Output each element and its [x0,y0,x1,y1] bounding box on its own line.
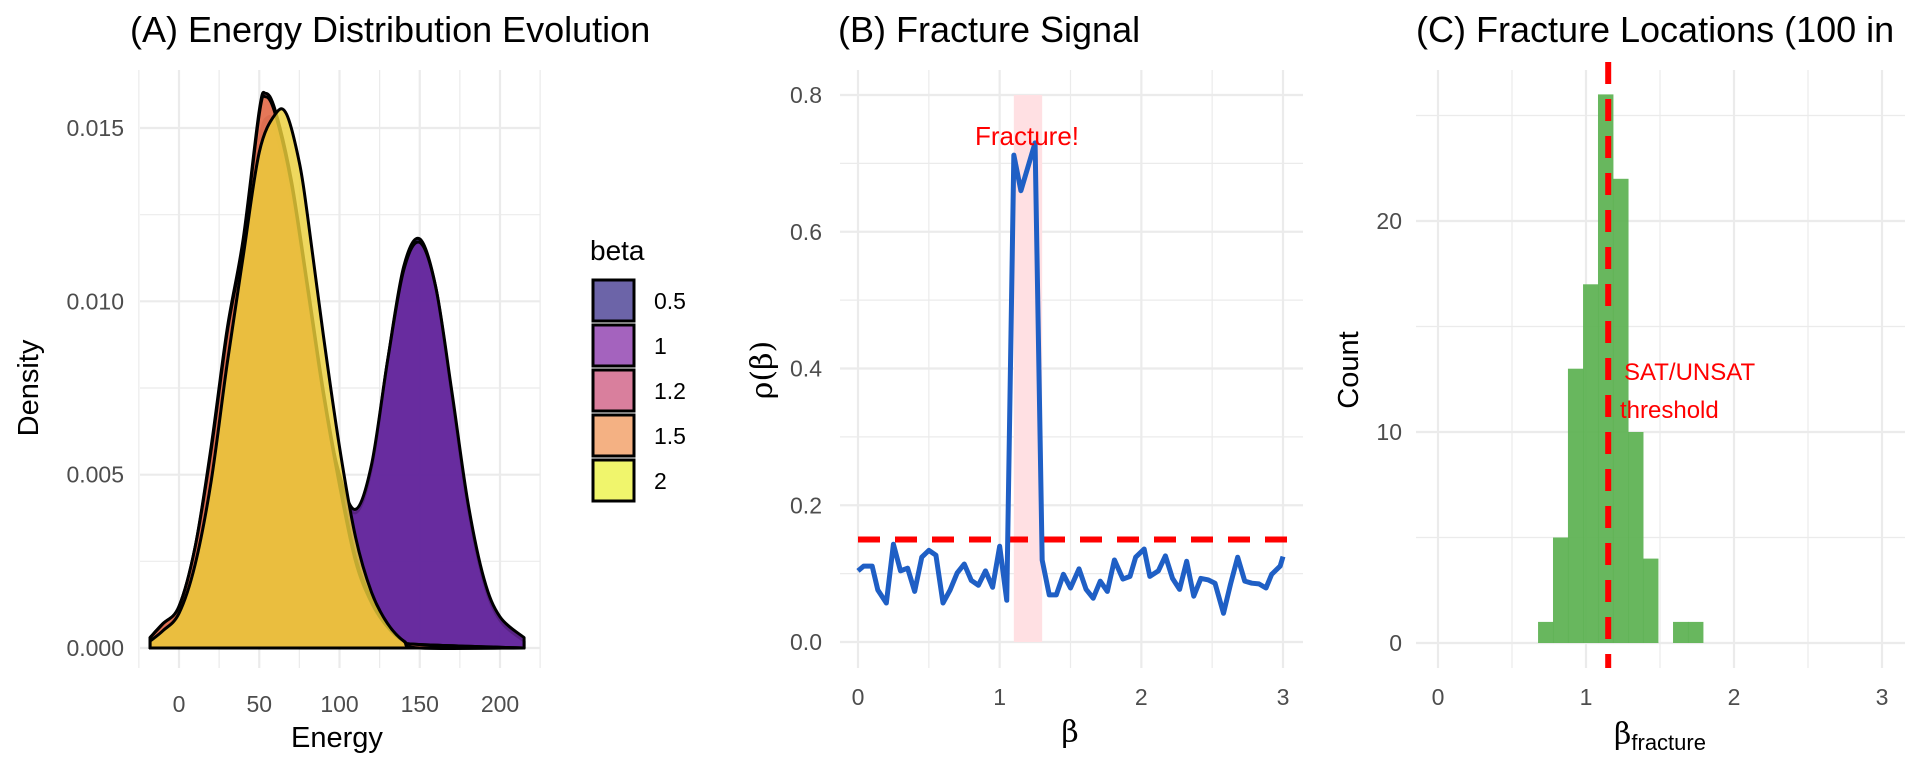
x-tick-label: 150 [401,691,439,717]
threshold-annotation-line1: SAT/UNSAT [1624,359,1755,386]
y-tick-label: 10 [1376,419,1402,445]
panel-b-x-label: β [1061,715,1078,750]
x-tick-label: 0 [852,684,865,710]
panel-b: (B) Fracture Signal Fracture! 0.00.20.40… [745,9,1303,750]
legend-label: 1 [654,333,667,359]
x-tick-label: 3 [1876,684,1889,710]
legend-label: 1.2 [654,378,686,404]
legend-title: beta [590,235,645,266]
histogram-bar [1567,368,1584,643]
panel-c: (C) Fracture Locations (100 in SAT/UNSAT… [1333,9,1905,755]
fracture-signal-line [856,140,1286,616]
panel-b-title: (B) Fracture Signal [838,9,1140,50]
y-tick-label: 0.0 [790,629,822,655]
panel-a-title: (A) Energy Distribution Evolution [130,9,650,50]
y-tick-label: 0.4 [790,356,822,382]
legend-label: 1.5 [654,423,686,449]
x-tick-label: 50 [246,691,272,717]
x-tick-label: 1 [993,684,1006,710]
x-tick-label: 200 [481,691,519,717]
legend-swatch [591,278,636,323]
legend-label: 2 [654,468,667,494]
legend: beta 0.5 1 1.2 1.5 2 [590,235,686,503]
panel-b-y-label: ρ(β) [745,341,780,399]
histogram-bar [1628,432,1644,643]
panel-a-x-ticks: 0 50 100 150 200 [173,691,520,717]
y-tick-label: 20 [1376,208,1402,234]
panel-c-y-ticks: 0 10 20 [1376,208,1402,656]
y-tick-label: 0.2 [790,492,822,518]
panel-a-y-label: Density [13,339,45,436]
x-tick-label: 100 [320,691,358,717]
x-tick-label: 2 [1728,684,1741,710]
y-tick-label: 0.8 [790,82,822,108]
panel-c-x-label-sub: fracture [1631,730,1706,755]
panel-a: (A) Energy Distribution Evolution 0.0000… [13,9,686,754]
legend-swatch [591,413,636,458]
panel-b-x-ticks: 0 1 2 3 [852,684,1290,710]
panel-c-title: (C) Fracture Locations (100 in [1416,9,1894,50]
legend-swatch [591,323,636,368]
y-tick-label: 0.015 [66,115,124,141]
legend-swatch [591,458,636,503]
histogram-bar [1673,621,1689,643]
legend-label: 0.5 [654,288,686,314]
y-tick-label: 0.000 [66,635,124,661]
histogram-bar [1612,178,1629,644]
x-tick-label: 2 [1135,684,1148,710]
histogram-bar [1687,621,1704,643]
threshold-annotation-line2: threshold [1620,397,1719,424]
y-tick-label: 0.6 [790,219,822,245]
histogram-bars [1538,94,1704,644]
y-tick-label: 0.005 [66,462,124,488]
x-tick-label: 3 [1277,684,1290,710]
panel-c-x-label: βfracture [1614,717,1706,755]
panel-c-y-label: Count [1333,331,1365,408]
legend-swatch [591,368,636,413]
panel-c-x-label-main: β [1614,717,1631,752]
panel-c-x-ticks: 0 1 2 3 [1432,684,1889,710]
y-tick-label: 0 [1389,630,1402,656]
histogram-bar [1538,621,1554,643]
panel-a-x-label: Energy [291,722,383,754]
x-tick-label: 0 [1432,684,1445,710]
histogram-bar [1642,558,1659,643]
density-area-beta-2 [148,107,526,651]
x-tick-label: 1 [1580,684,1593,710]
panel-b-y-ticks: 0.0 0.2 0.4 0.6 0.8 [790,82,822,655]
panel-a-y-ticks: 0.000 0.005 0.010 0.015 [66,115,124,661]
histogram-bar [1583,284,1599,643]
panel-a-density-areas [148,90,526,651]
histogram-bar [1552,537,1569,643]
x-tick-label: 0 [173,691,186,717]
y-tick-label: 0.010 [66,288,124,314]
fracture-annotation: Fracture! [975,121,1079,151]
